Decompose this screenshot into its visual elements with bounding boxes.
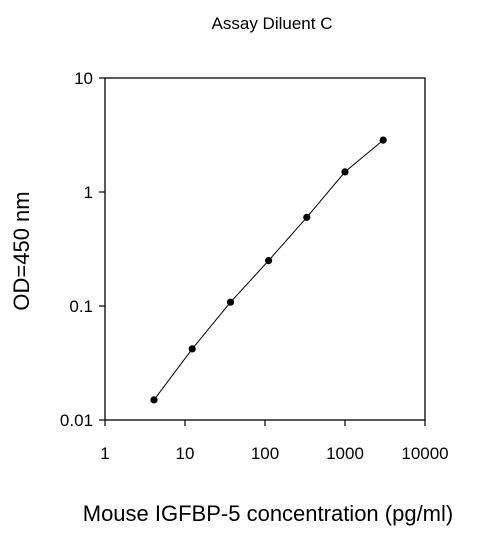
- data-point: [150, 396, 158, 404]
- data-point: [303, 213, 311, 221]
- data-point: [341, 168, 349, 176]
- data-point: [188, 345, 196, 353]
- x-tick-label: 1000: [326, 444, 364, 463]
- data-point: [265, 257, 273, 265]
- y-tick-label: 0.1: [69, 297, 93, 316]
- x-axis-label: Mouse IGFBP-5 concentration (pg/ml): [83, 501, 453, 526]
- y-tick-label: 0.01: [60, 411, 93, 430]
- plot-frame: [104, 77, 426, 421]
- y-axis-label: OD=450 nm: [9, 191, 34, 310]
- y-tick-label: 1: [84, 183, 93, 202]
- x-tick-label: 10000: [401, 444, 448, 463]
- y-tick-label: 10: [74, 69, 93, 88]
- x-tick-label: 100: [251, 444, 279, 463]
- data-points: [150, 136, 387, 404]
- chart-title: Assay Diluent C: [212, 14, 333, 33]
- series-line: [153, 139, 384, 401]
- data-point: [379, 136, 387, 144]
- data-point: [226, 298, 235, 306]
- x-axis-ticks: 1 10 100 1000 10000: [100, 420, 449, 463]
- x-tick-label: 1: [100, 444, 109, 463]
- y-axis-ticks: 0.01 0.1 1 10: [60, 69, 105, 430]
- x-tick-label: 10: [176, 444, 195, 463]
